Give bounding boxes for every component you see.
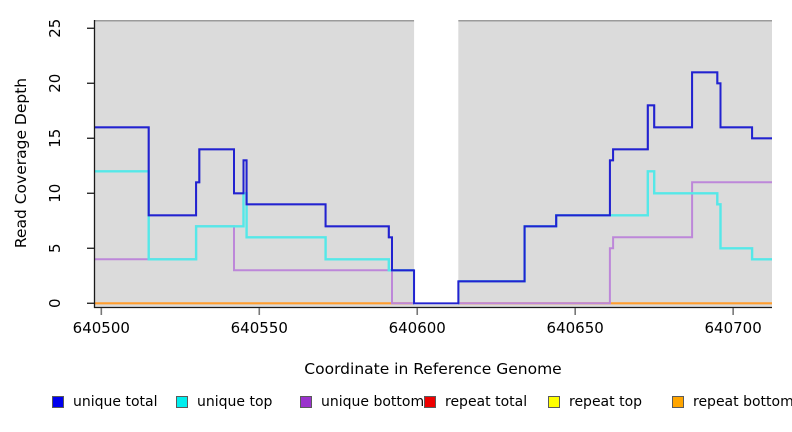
legend-item-repeat-total: repeat total bbox=[424, 394, 527, 410]
x-tick-label: 640600 bbox=[389, 319, 446, 337]
legend-label: repeat bottom bbox=[693, 394, 792, 410]
legend-label: repeat total bbox=[445, 394, 528, 410]
y-tick-label: 25 bbox=[46, 19, 64, 38]
x-tick-label: 640650 bbox=[547, 319, 604, 337]
x-tick-label: 640550 bbox=[231, 319, 288, 337]
legend-label: unique top bbox=[197, 394, 273, 410]
legend-swatch-repeat-top bbox=[548, 396, 560, 408]
legend-swatch-repeat-total bbox=[424, 396, 436, 408]
legend-item-unique-top: unique top bbox=[176, 394, 272, 410]
x-axis-label: Coordinate in Reference Genome bbox=[304, 360, 562, 378]
y-tick-label: 10 bbox=[46, 184, 64, 203]
y-tick-label: 5 bbox=[46, 243, 64, 253]
legend: unique total unique top unique bottom repea… bbox=[0, 394, 792, 416]
legend-item-unique-bottom: unique bottom bbox=[300, 394, 424, 410]
legend-swatch-repeat-bottom bbox=[672, 396, 684, 408]
legend-swatch-unique-total bbox=[52, 396, 64, 408]
y-tick-label: 0 bbox=[46, 298, 64, 308]
y-axis-label: Read Coverage Depth bbox=[12, 77, 30, 249]
masked-gap-region bbox=[414, 19, 459, 305]
legend-swatch-unique-bottom bbox=[300, 396, 312, 408]
legend-item-repeat-bottom: repeat bottom bbox=[672, 394, 792, 410]
y-tick-label: 20 bbox=[46, 74, 64, 93]
y-tick-label: 15 bbox=[46, 129, 64, 148]
legend-label: unique total bbox=[73, 394, 158, 410]
legend-item-repeat-top: repeat top bbox=[548, 394, 642, 410]
legend-label: repeat top bbox=[569, 394, 643, 410]
legend-label: unique bottom bbox=[321, 394, 425, 410]
coverage-plot: 0 5 10 15 20 25 640500 640550 640600 640650 640700 bbox=[46, 19, 772, 337]
x-tick-label: 640500 bbox=[73, 319, 130, 337]
x-tick-label: 640700 bbox=[705, 319, 762, 337]
series-line-unique-total bbox=[95, 71, 772, 305]
legend-swatch-unique-top bbox=[176, 396, 188, 408]
legend-item-unique-total: unique total bbox=[52, 394, 157, 410]
